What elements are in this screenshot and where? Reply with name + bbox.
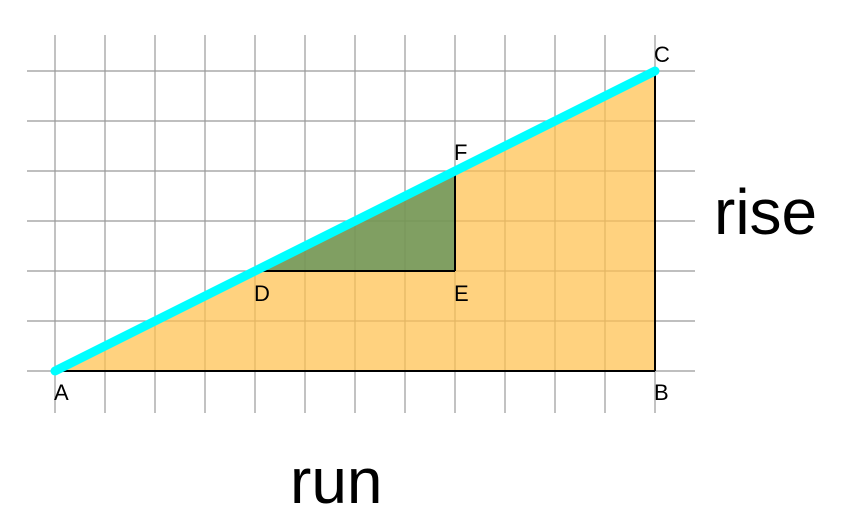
point-label-b: B (654, 380, 669, 405)
triangle-edges (55, 71, 656, 372)
point-label-e: E (454, 281, 469, 306)
run-label: run (290, 445, 383, 517)
point-label-d: D (254, 281, 270, 306)
rise-label: rise (714, 176, 817, 248)
point-label-c: C (654, 42, 670, 67)
hypotenuse-ac (50, 66, 660, 376)
point-label-a: A (54, 380, 69, 405)
point-label-f: F (454, 140, 467, 165)
